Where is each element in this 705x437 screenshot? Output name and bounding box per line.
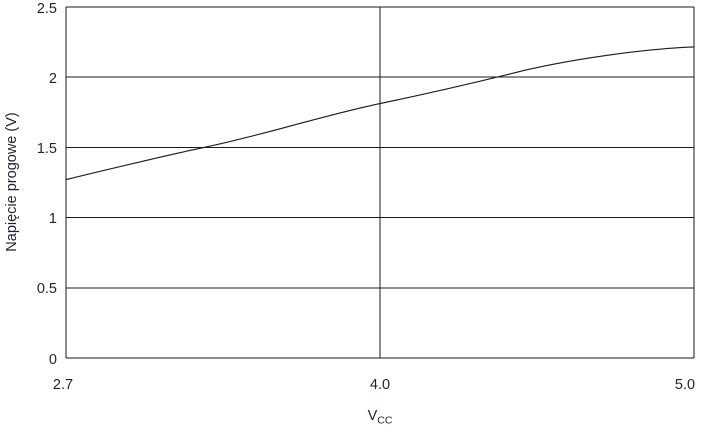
y-tick-label-0-5: 0.5 (37, 281, 57, 297)
y-tick-label-1-5: 1.5 (37, 141, 57, 157)
y-tick-label-2: 2 (49, 71, 57, 87)
x-axis-title-text: VCC (368, 408, 393, 427)
plot-frame (65, 6, 695, 359)
x-axis-title-base: V (368, 408, 378, 424)
x-tick-labels: 2.7 4.0 5.0 (53, 377, 695, 393)
y-tick-labels: 2.5 2 1.5 1 0.5 0 (37, 1, 57, 368)
y-tick-label-0: 0 (49, 352, 57, 368)
y-axis-title-text: Napięcie progowe (V) (4, 112, 20, 251)
x-axis-title-subscript: CC (377, 415, 393, 427)
x-tick-label-5-0: 5.0 (675, 377, 695, 393)
series-line-threshold-voltage (65, 46, 695, 181)
y-tick-label-2-5: 2.5 (37, 1, 57, 17)
x-tick-label-2-7: 2.7 (53, 377, 73, 393)
x-tick-label-4-0: 4.0 (370, 377, 390, 393)
x-axis-title: VCC (368, 408, 393, 427)
y-axis-title: Napięcie progowe (V) (4, 112, 20, 251)
y-tick-label-1: 1 (49, 211, 57, 227)
